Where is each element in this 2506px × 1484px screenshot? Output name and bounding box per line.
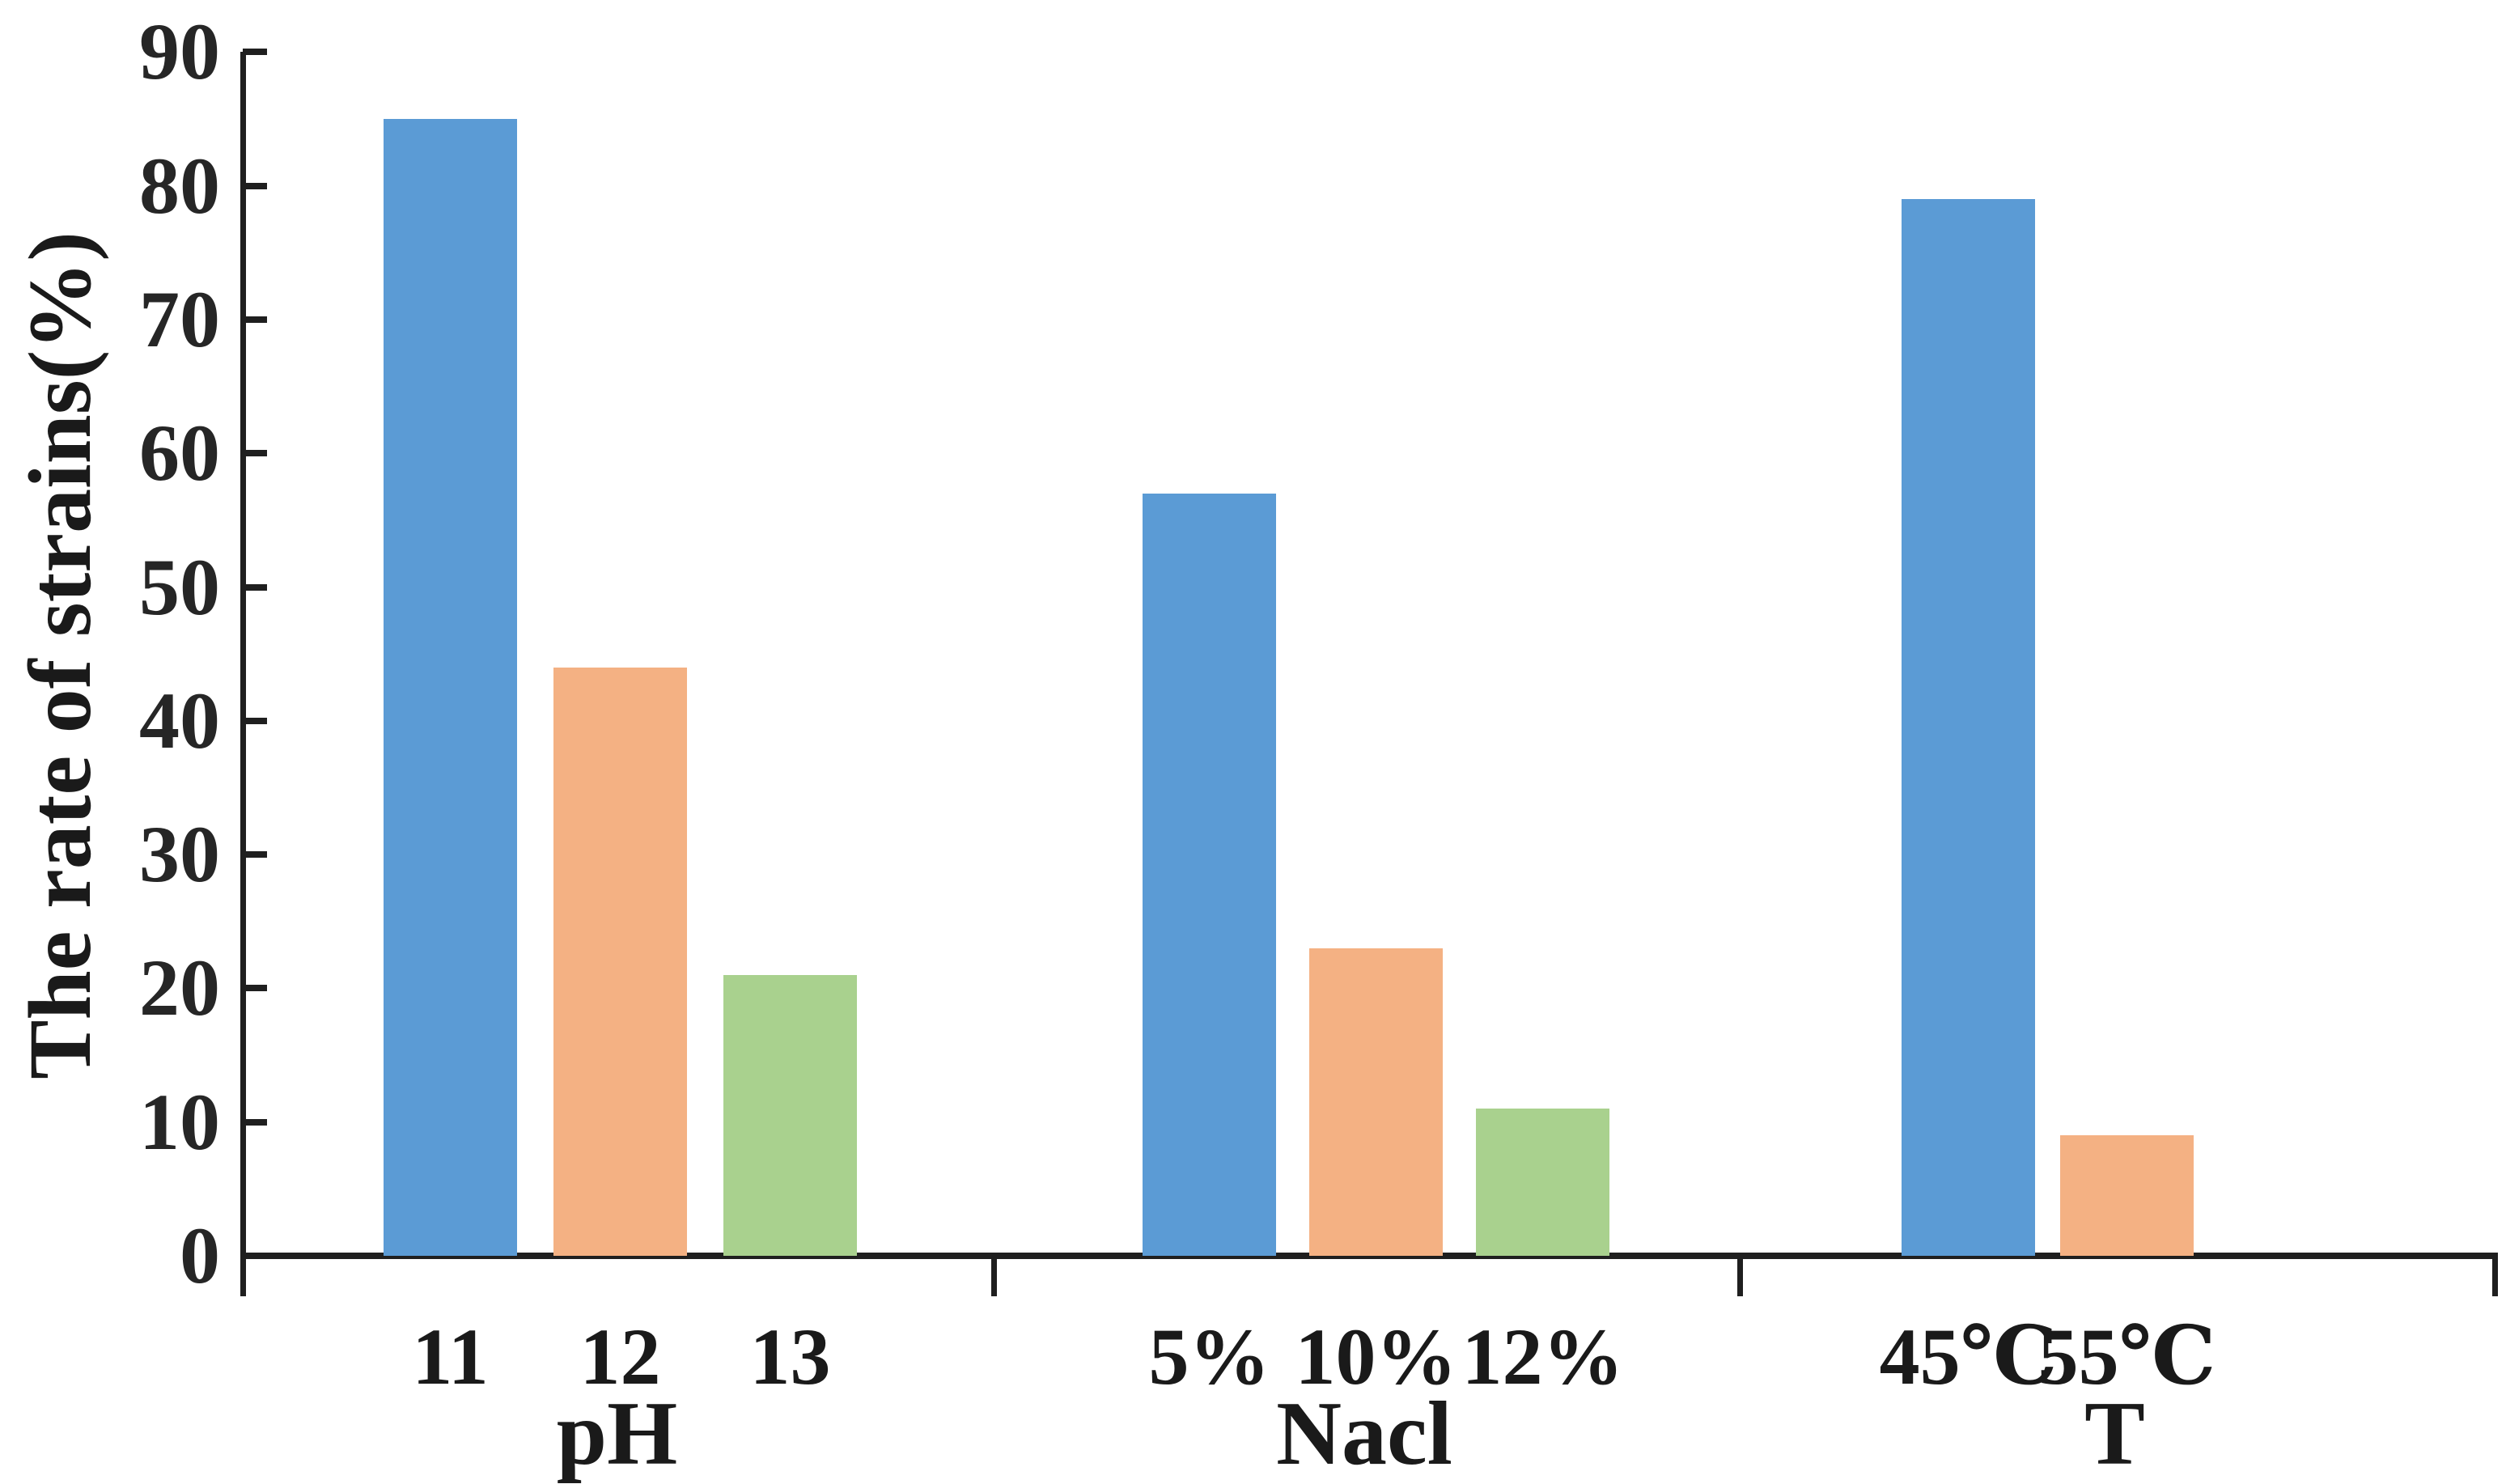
category-label: 12% [1461,1312,1624,1401]
bar-Nacl-5% [1143,494,1276,1256]
y-tick-label: 10 [139,1076,220,1167]
group-label-T: T [2084,1384,2145,1484]
y-tick-label: 90 [139,6,220,97]
y-tick-mark [243,1118,267,1126]
category-label: 13 [749,1312,831,1401]
y-tick-mark [243,316,267,323]
y-tick-mark [243,985,267,992]
bar-Nacl-10% [1309,948,1443,1256]
y-tick-mark [243,717,267,724]
y-tick-label: 50 [139,541,220,632]
y-tick-mark [243,851,267,859]
category-label: 5% [1148,1312,1270,1401]
y-tick-mark [243,49,267,56]
y-axis-line [240,52,246,1296]
y-tick-mark [243,450,267,457]
group-label-pH: pH [556,1384,678,1484]
y-tick-label: 30 [139,809,220,900]
bar-T-45℃ [1902,199,2035,1256]
bar-pH-12 [553,668,687,1256]
y-tick-label: 0 [180,1211,220,1300]
category-separator-tick [2492,1256,2498,1296]
bar-pH-11 [384,119,517,1256]
y-tick-mark [243,583,267,591]
bar-Nacl-12% [1476,1109,1609,1256]
y-tick-mark [243,182,267,189]
group-label-Nacl: Nacl [1276,1384,1452,1484]
category-label: 11 [412,1312,489,1401]
y-tick-label: 60 [139,408,220,498]
y-tick-label: 70 [139,273,220,364]
category-separator-tick [1737,1256,1743,1296]
x-axis-line [240,1253,2498,1259]
category-label: 10% [1295,1312,1457,1401]
category-label: 12 [579,1312,661,1401]
category-label: 55℃ [2037,1312,2216,1401]
y-tick-label: 40 [139,675,220,765]
bar-pH-13 [723,975,857,1256]
y-tick-label: 80 [139,140,220,231]
category-label: 45℃ [1879,1312,2058,1401]
bar-T-55℃ [2060,1135,2194,1256]
category-separator-tick [991,1256,997,1296]
y-tick-label: 20 [139,943,220,1033]
